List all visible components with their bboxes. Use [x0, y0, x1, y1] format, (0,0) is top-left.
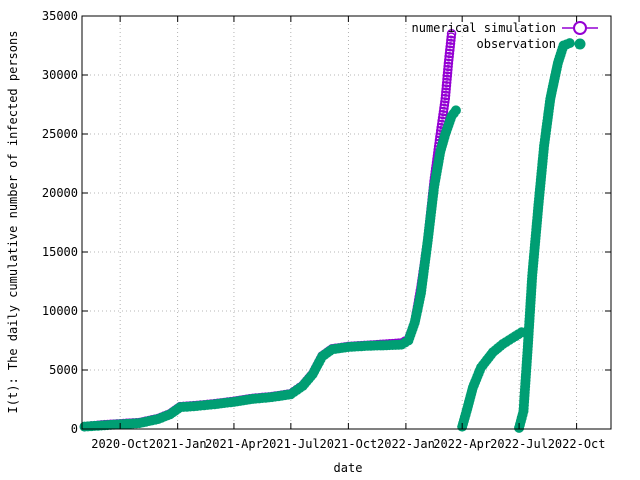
series-simulation	[79, 28, 457, 432]
data-point	[442, 74, 452, 85]
y-axis-label: I(t): The daily cumulative number of inf…	[6, 31, 20, 414]
data-point	[446, 35, 456, 46]
plot-frame	[81, 15, 612, 430]
data-point	[441, 77, 452, 88]
x-tick-label: 2021-Apr	[205, 437, 263, 451]
data-point	[444, 48, 455, 59]
data-point	[444, 55, 454, 65]
y-tick-label: 5000	[49, 363, 78, 377]
data-point	[450, 105, 461, 116]
data-point	[441, 80, 452, 91]
data-point	[443, 64, 453, 75]
data-point	[440, 90, 451, 101]
data-point	[441, 84, 451, 94]
data-point	[564, 38, 575, 49]
data-point	[444, 51, 454, 62]
y-tick-label: 30000	[42, 68, 78, 82]
y-tick-label: 10000	[42, 304, 78, 318]
data-point	[439, 100, 450, 110]
data-point	[442, 71, 453, 81]
legend-marker-observation	[574, 38, 586, 50]
ticks: 0 5000 10000 15000 20000 25000 30000 35000 2020-…	[42, 9, 611, 451]
x-axis-label: date	[334, 461, 363, 475]
x-tick-label: 2021-Jul	[262, 437, 320, 451]
data-point	[441, 87, 451, 97]
legend: numerical simulation observation	[412, 21, 598, 51]
legend-label-observation: observation	[477, 37, 556, 51]
data-point	[443, 58, 454, 68]
data-point	[445, 45, 455, 55]
y-tick-label: 15000	[42, 245, 78, 259]
data-point	[445, 38, 456, 49]
data-point	[446, 32, 456, 42]
x-tick-label: 2022-Jul	[490, 437, 548, 451]
x-tick-label: 2020-Oct	[91, 437, 149, 451]
y-tick-label: 35000	[42, 9, 78, 23]
x-tick-label: 2021-Oct	[319, 437, 377, 451]
y-tick-label: 0	[71, 422, 78, 436]
data-point	[440, 97, 450, 107]
y-tick-label: 20000	[42, 186, 78, 200]
legend-label-simulation: numerical simulation	[412, 21, 557, 35]
data-point	[438, 106, 449, 117]
data-point	[439, 103, 449, 114]
data-point	[440, 93, 451, 104]
x-tick-label: 2021-Jan	[149, 437, 207, 451]
x-tick-label: 2022-Oct	[548, 437, 606, 451]
legend-marker-simulation	[573, 21, 587, 35]
series-observation	[79, 38, 575, 433]
grid	[82, 16, 611, 429]
y-tick-label: 25000	[42, 127, 78, 141]
data-point	[445, 42, 455, 52]
data-point	[446, 28, 457, 39]
x-tick-label: 2022-Jan	[377, 437, 435, 451]
x-tick-label: 2022-Apr	[433, 437, 491, 451]
data-point	[442, 68, 453, 78]
data-point	[443, 61, 453, 72]
series-layer	[79, 28, 575, 433]
